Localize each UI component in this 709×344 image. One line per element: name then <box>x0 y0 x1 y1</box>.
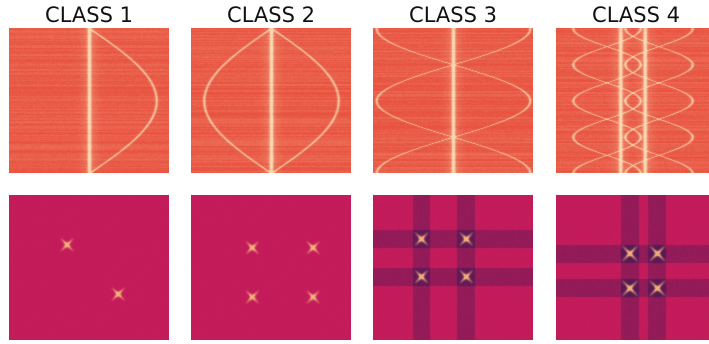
column-title-class-4: CLASS 4 <box>592 3 680 27</box>
class-1-bottom-heatmap <box>9 195 169 340</box>
column-title-class-2: CLASS 2 <box>227 3 315 27</box>
column-title-class-3: CLASS 3 <box>409 3 497 27</box>
class-4-bottom-heatmap <box>556 195 709 340</box>
class-2-top-heatmap <box>191 28 351 173</box>
class-3-top-heatmap <box>373 28 533 173</box>
class-3-bottom-heatmap <box>373 195 533 340</box>
class-4-top-heatmap <box>556 28 709 173</box>
class-2-bottom-heatmap <box>191 195 351 340</box>
class-1-top-heatmap <box>9 28 169 173</box>
column-title-class-1: CLASS 1 <box>45 3 133 27</box>
